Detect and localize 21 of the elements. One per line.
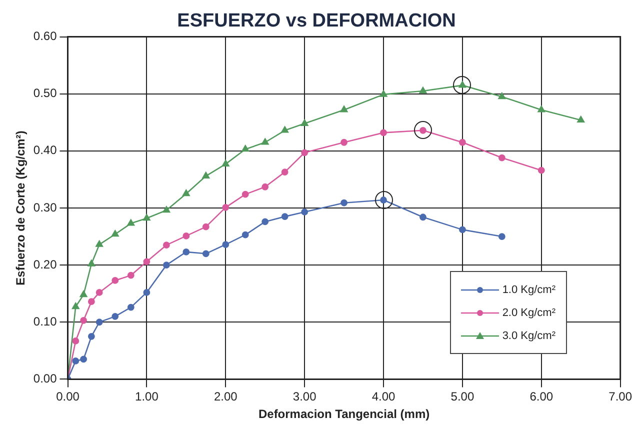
y-tick-label: 0.40 bbox=[33, 143, 58, 158]
legend-label: 1.0 Kg/cm² bbox=[502, 284, 556, 296]
y-tick-label: 0.10 bbox=[33, 314, 58, 328]
chart-title: ESFUERZO vs DEFORMACION bbox=[177, 10, 456, 32]
x-tick-label: 1.00 bbox=[135, 390, 159, 404]
x-tick-label: 4.00 bbox=[372, 390, 396, 404]
legend-label: 2.0 Kg/cm² bbox=[502, 306, 556, 319]
y-tick-label: 0.50 bbox=[33, 86, 58, 100]
x-tick-label: 6.00 bbox=[530, 390, 554, 404]
x-tick-label: 5.00 bbox=[450, 390, 474, 404]
y-tick-label: 0.60 bbox=[33, 29, 58, 44]
y-tick-label: 0.20 bbox=[33, 257, 58, 272]
x-tick-label: 3.00 bbox=[292, 390, 317, 404]
x-tick-label: 7.00 bbox=[608, 390, 632, 404]
x-tick-label: 0.00 bbox=[56, 390, 80, 404]
y-axis-title: Esfuerzo de Corte (Kg/cm²) bbox=[14, 130, 28, 286]
x-axis-title: Deformacion Tangencial (mm) bbox=[258, 407, 430, 422]
y-tick-label: 0.00 bbox=[33, 372, 58, 386]
legend-label: 3.0 Kg/cm² bbox=[502, 330, 556, 342]
y-tick-label: 0.30 bbox=[33, 200, 58, 214]
x-tick-label: 2.00 bbox=[214, 390, 238, 404]
